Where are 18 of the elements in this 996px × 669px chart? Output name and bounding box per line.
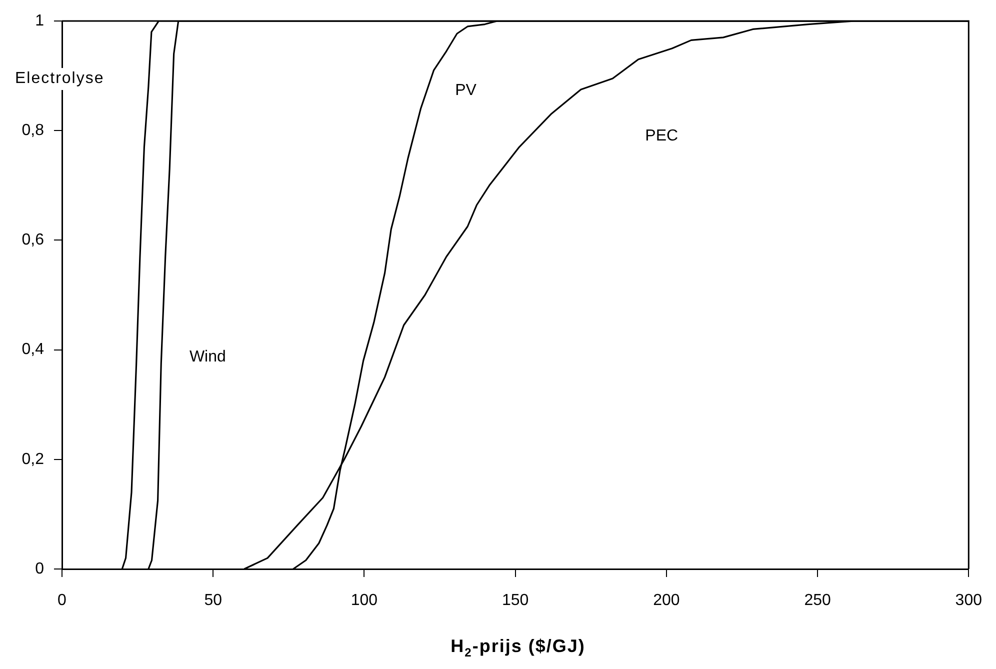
annotation: Electrolyse: [15, 70, 104, 88]
annotation: PEC: [645, 127, 678, 144]
y-tick-label: 1: [35, 12, 44, 30]
annotation: PV: [455, 82, 477, 99]
x-tick-label: 300: [955, 592, 982, 610]
y-tick-label: 0,6: [22, 232, 44, 249]
y-tick-label: 0,4: [22, 341, 44, 358]
y-tick-label: 0: [35, 560, 44, 578]
x-tick-label: 100: [350, 592, 378, 610]
x-axis-title: H$_{2}$-prijs ($/GJ): [450, 636, 586, 660]
x-tick-label: 0: [58, 592, 67, 610]
y-tick-label: 0,2: [22, 450, 44, 468]
x-tick-label: 50: [204, 592, 222, 610]
x-tick-label: 200: [653, 592, 680, 610]
annotation: Wind: [189, 348, 226, 366]
x-tick-label: 150: [502, 592, 529, 610]
x-tick-label: 250: [804, 592, 831, 610]
y-tick-label: 0,8: [22, 122, 44, 140]
